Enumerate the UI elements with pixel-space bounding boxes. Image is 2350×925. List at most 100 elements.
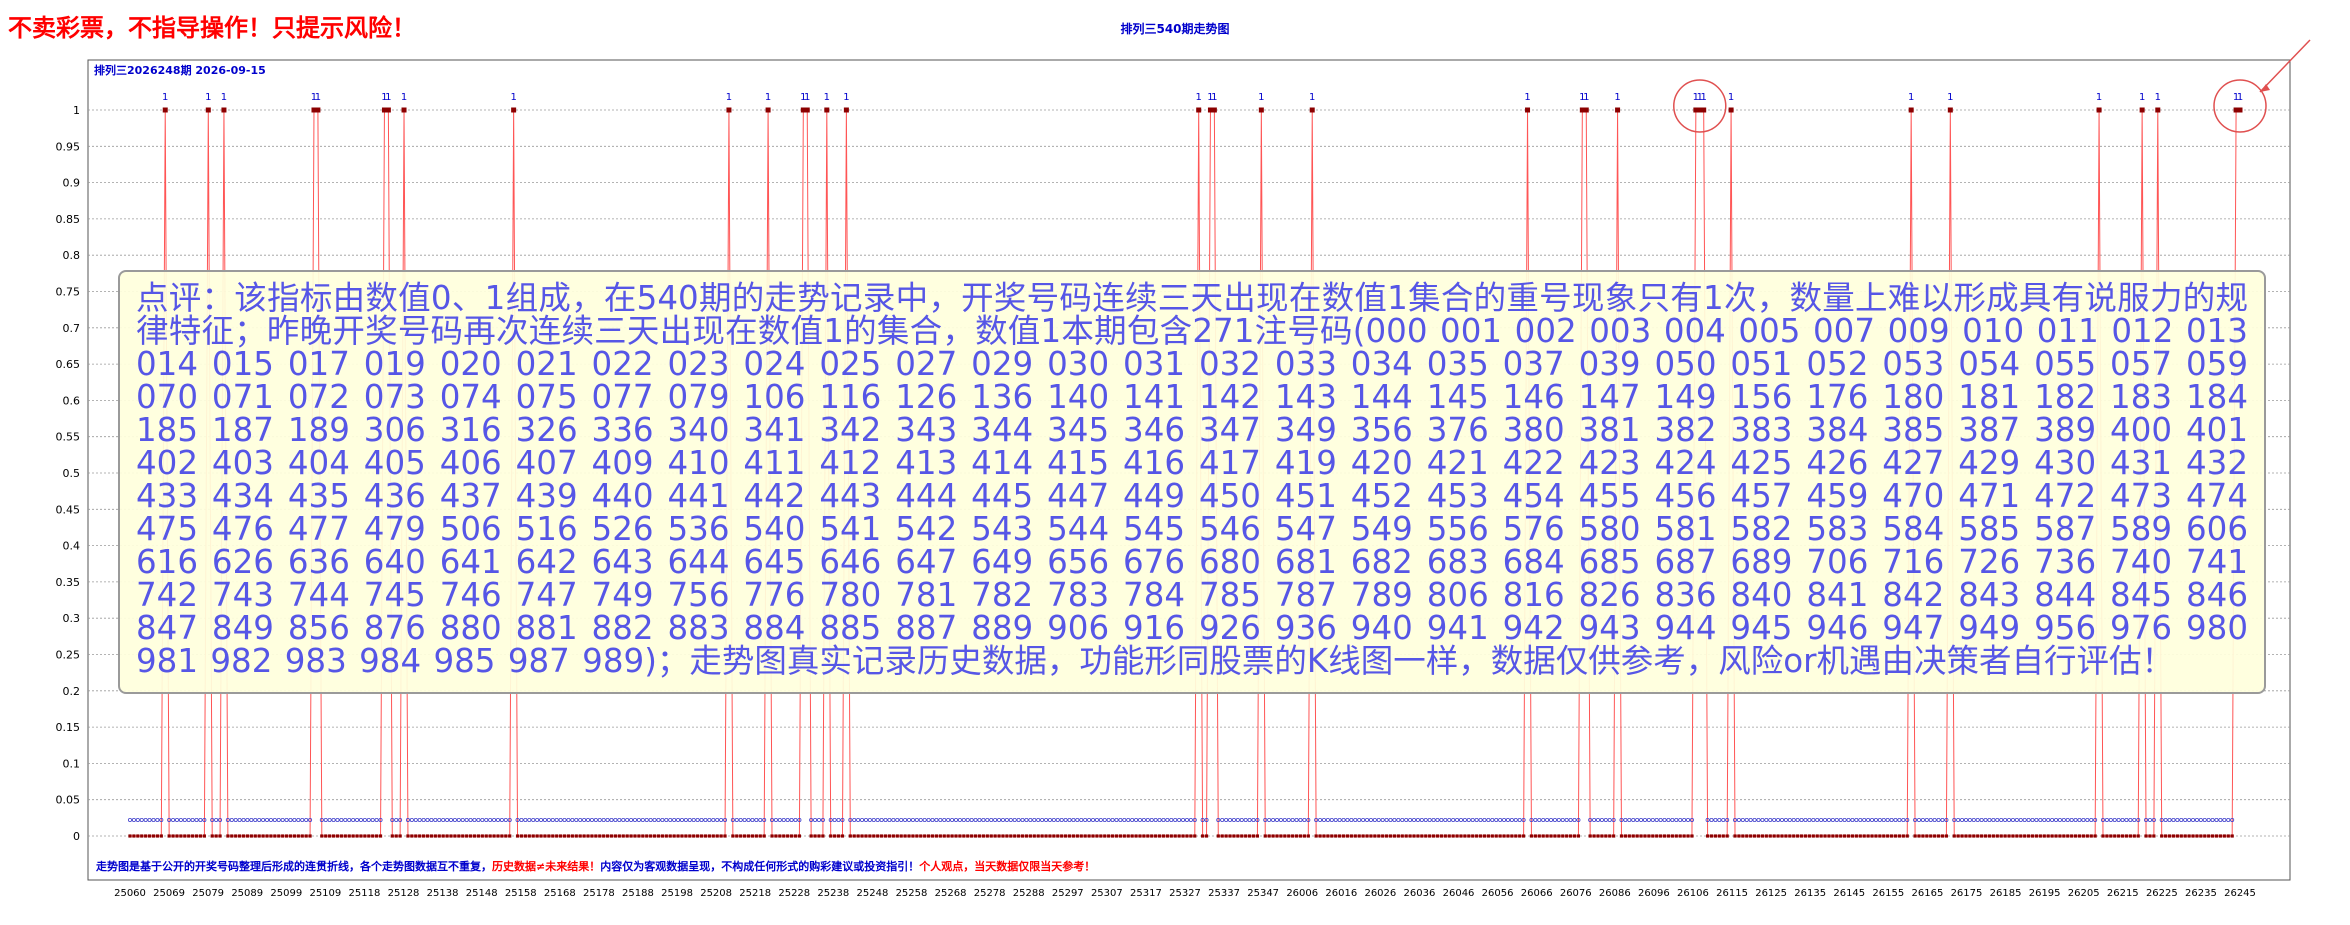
zero-marker <box>1094 818 1099 823</box>
data-point <box>1005 834 1009 838</box>
zero-marker <box>304 818 309 823</box>
data-point <box>1099 834 1103 838</box>
data-point <box>762 834 766 838</box>
zero-marker <box>730 818 735 823</box>
data-point <box>1936 834 1941 838</box>
data-point <box>221 107 227 113</box>
data-point <box>1189 834 1193 838</box>
data-point <box>1596 834 1600 838</box>
zero-marker <box>190 818 195 823</box>
data-point <box>1987 834 1992 838</box>
data-point <box>1843 834 1847 838</box>
zero-marker <box>1368 818 1373 823</box>
zero-marker <box>1725 818 1730 823</box>
zero-marker <box>582 818 587 823</box>
data-point <box>1067 834 1072 838</box>
data-label: 1 <box>1701 92 1707 103</box>
zero-marker <box>1040 818 1045 823</box>
zero-marker <box>597 818 602 823</box>
zero-marker <box>754 818 759 823</box>
zero-marker <box>1505 818 1510 823</box>
zero-marker <box>472 818 477 823</box>
x-tick-label: 25268 <box>935 888 967 899</box>
data-label: 1 <box>1579 92 1585 103</box>
data-point <box>547 834 551 838</box>
zero-marker <box>1431 818 1436 823</box>
x-tick-label: 26076 <box>1560 888 1592 899</box>
data-point <box>817 834 821 838</box>
zero-marker <box>2034 818 2039 823</box>
data-point <box>1870 834 1874 838</box>
data-point <box>1428 834 1432 838</box>
data-point <box>1322 834 1326 838</box>
zero-marker <box>1721 818 1726 823</box>
data-point <box>2034 834 2039 838</box>
data-label: 1 <box>205 92 211 103</box>
zero-marker <box>738 818 743 823</box>
zero-marker <box>1044 818 1049 823</box>
x-tick-label: 26125 <box>1755 888 1787 899</box>
x-tick-label: 25109 <box>309 888 341 899</box>
data-point <box>1020 834 1025 838</box>
data-point <box>445 834 449 838</box>
zero-marker <box>1474 818 1479 823</box>
zero-marker <box>1087 818 1092 823</box>
zero-marker <box>245 818 250 823</box>
data-point <box>1752 834 1757 838</box>
data-point <box>175 834 179 838</box>
data-point <box>848 834 852 838</box>
data-point <box>1741 834 1745 838</box>
zero-marker <box>1412 818 1417 823</box>
footer-segment: 内容仅为客观数据呈现，不构成任何形式的购彩建议或投资指引！ <box>600 859 919 873</box>
zero-marker <box>961 818 966 823</box>
x-tick-label: 26066 <box>1521 888 1553 899</box>
zero-marker <box>1271 818 1276 823</box>
highlight-circle <box>1673 79 1727 133</box>
data-point <box>437 834 441 838</box>
data-point <box>2011 834 2015 838</box>
data-point <box>570 834 574 838</box>
zero-marker <box>492 818 497 823</box>
zero-marker <box>1435 818 1440 823</box>
data-point <box>1819 834 1823 838</box>
data-point <box>1917 834 1921 838</box>
zero-marker <box>1662 818 1667 823</box>
data-point <box>1490 834 1494 838</box>
zero-marker <box>1188 818 1193 823</box>
zero-marker <box>1020 818 1025 823</box>
zero-marker <box>586 818 591 823</box>
data-point <box>1604 834 1608 838</box>
x-tick-label: 26155 <box>1872 888 1904 899</box>
data-point <box>1161 834 1166 838</box>
zero-marker <box>1286 818 1291 823</box>
zero-marker <box>1059 818 1064 823</box>
zero-marker <box>895 818 900 823</box>
data-point <box>2222 834 2226 838</box>
zero-marker <box>1736 818 1741 823</box>
data-point <box>1615 107 1621 113</box>
data-point <box>2226 834 2230 838</box>
data-point <box>1991 834 1995 838</box>
data-point <box>652 834 657 838</box>
zero-marker <box>507 818 512 823</box>
data-point <box>602 834 606 838</box>
zero-marker <box>257 818 262 823</box>
data-point <box>731 834 735 838</box>
zero-marker <box>1603 818 1608 823</box>
zero-marker <box>210 818 215 823</box>
data-point <box>872 834 876 838</box>
y-tick-label: 0 <box>73 830 80 843</box>
data-point <box>1549 834 1553 838</box>
highlight-arrow <box>2259 39 2311 93</box>
zero-marker <box>2202 818 2207 823</box>
data-label: 1 <box>1309 92 1315 103</box>
zero-marker <box>218 818 223 823</box>
data-point <box>1831 834 1835 838</box>
data-point <box>1983 834 1988 838</box>
y-tick-label: 0.3 <box>63 612 81 625</box>
data-point <box>1772 834 1776 838</box>
data-point <box>1326 834 1330 838</box>
zero-marker <box>609 818 614 823</box>
zero-marker <box>276 818 281 823</box>
data-point <box>1017 834 1021 838</box>
